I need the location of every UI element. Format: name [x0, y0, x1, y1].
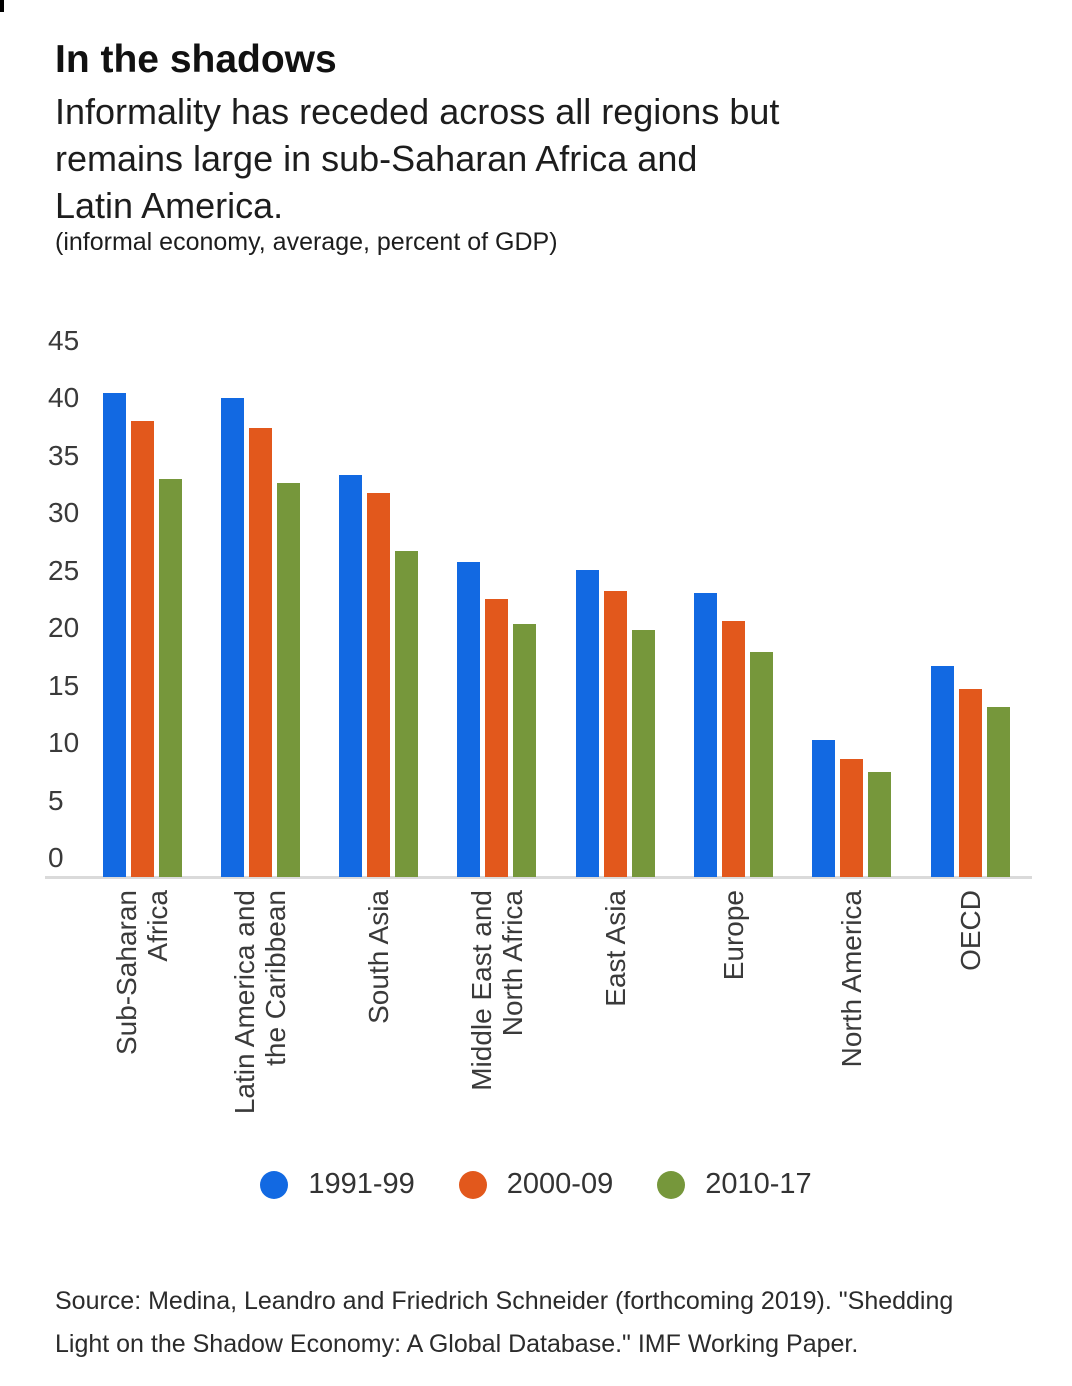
- x-axis-label-north-america: North America: [836, 890, 868, 1068]
- x-axis-label-south-asia: South Asia: [363, 890, 395, 1024]
- bar-middle-east-and-north-africa-1991-99: [457, 561, 481, 877]
- source-text: Source: Medina, Leandro and Friedrich Sc…: [55, 1287, 954, 1358]
- bar-sub-saharan-africa-2010-17: [158, 478, 182, 877]
- bar-east-asia-2010-17: [631, 630, 655, 877]
- bar-oecd-2010-17: [986, 707, 1010, 877]
- chart-unit-note: (informal economy, average, percent of G…: [55, 228, 558, 256]
- bar-south-asia-1991-99: [339, 475, 363, 877]
- bar-north-america-1991-99: [812, 739, 836, 877]
- bar-sub-saharan-africa-1991-99: [102, 392, 126, 877]
- bar-east-asia-1991-99: [575, 569, 599, 877]
- bar-south-asia-2010-17: [395, 551, 419, 877]
- y-axis-tick-5: 5: [48, 784, 64, 816]
- y-axis-tick-40: 40: [48, 382, 80, 414]
- y-axis-tick-20: 20: [48, 612, 80, 644]
- chart-legend: 1991-99 2000-09 2010-17: [0, 1168, 1072, 1201]
- bar-east-asia-2000-09: [603, 591, 627, 877]
- legend-label: 2000-09: [506, 1168, 614, 1200]
- bar-europe-1991-99: [694, 592, 717, 877]
- bar-europe-2010-17: [750, 652, 773, 877]
- bar-europe-2000-09: [722, 621, 745, 877]
- y-axis-tick-10: 10: [48, 727, 80, 759]
- bar-north-america-2000-09: [840, 759, 864, 877]
- y-axis-tick-45: 45: [48, 324, 80, 356]
- legend-item-2000-09: 2000-09: [458, 1168, 614, 1201]
- screenshot-artifact: [0, 0, 4, 12]
- chart-subtitle: Informality has receded across all regio…: [55, 91, 780, 226]
- legend-label: 2010-17: [705, 1168, 812, 1200]
- bar-middle-east-and-north-africa-2010-17: [513, 623, 537, 877]
- bar-north-america-2010-17: [868, 771, 892, 877]
- bar-oecd-1991-99: [930, 666, 954, 877]
- legend-dot-icon: [657, 1170, 686, 1199]
- x-axis-label-latin-america-and-the-caribbean: Latin America and the Caribbean: [229, 890, 292, 1115]
- bar-latin-america-and-the-caribbean-2000-09: [248, 428, 272, 877]
- bar-latin-america-and-the-caribbean-1991-99: [220, 398, 244, 877]
- bar-middle-east-and-north-africa-2000-09: [485, 599, 509, 877]
- y-axis-tick-0: 0: [48, 842, 64, 873]
- x-axis-label-sub-saharan-africa: Sub-Saharan Africa: [111, 890, 173, 1056]
- x-axis-label-oecd: OECD: [954, 890, 986, 971]
- y-axis-tick-15: 15: [48, 669, 80, 701]
- legend-dot-icon: [260, 1170, 289, 1199]
- x-axis-label-east-asia: East Asia: [599, 890, 631, 1007]
- bar-sub-saharan-africa-2000-09: [130, 421, 154, 877]
- y-axis-tick-30: 30: [48, 497, 80, 529]
- x-axis-label-middle-east-and-north-africa: Middle East and North Africa: [465, 890, 528, 1091]
- bar-oecd-2000-09: [958, 689, 982, 877]
- bar-latin-america-and-the-caribbean-2010-17: [276, 483, 300, 877]
- legend-dot-icon: [458, 1170, 487, 1199]
- legend-item-2010-17: 2010-17: [657, 1168, 812, 1201]
- y-axis-tick-25: 25: [48, 554, 80, 586]
- legend-item-1991-99: 1991-99: [260, 1168, 415, 1201]
- legend-label: 1991-99: [308, 1168, 415, 1200]
- y-axis-tick-35: 35: [48, 439, 80, 471]
- x-axis-label-europe: Europe: [718, 890, 749, 981]
- bar-south-asia-2000-09: [367, 492, 391, 877]
- x-axis-line: [45, 876, 1032, 879]
- chart-title: In the shadows: [55, 38, 337, 81]
